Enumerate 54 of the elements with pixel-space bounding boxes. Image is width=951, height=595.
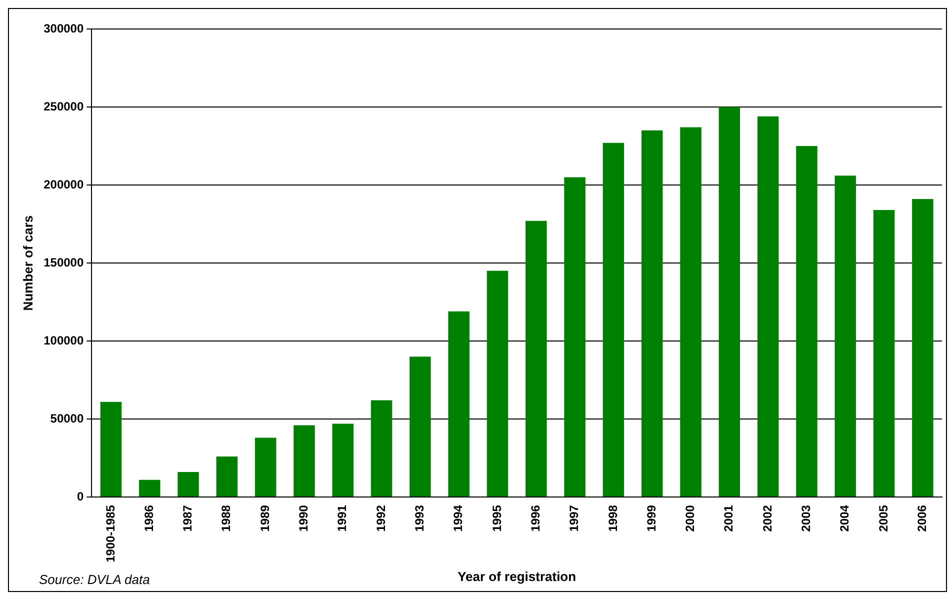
x-tick-label: 2001 xyxy=(722,504,736,532)
bar xyxy=(216,456,238,497)
x-tick-label: 1988 xyxy=(219,504,234,532)
bar xyxy=(332,424,354,497)
bar xyxy=(448,311,470,497)
bar xyxy=(138,480,160,497)
y-tick-label: 250000 xyxy=(44,99,84,114)
x-tick-label: 2002 xyxy=(760,504,774,532)
x-tick-label: 1992 xyxy=(374,504,388,532)
bar xyxy=(526,220,547,497)
y-tick-label: 50000 xyxy=(50,411,84,426)
bar xyxy=(370,400,392,497)
x-tick-label: 1996 xyxy=(528,504,542,532)
bar xyxy=(178,472,199,497)
bar xyxy=(912,199,934,497)
x-tick-label: 1900-1985 xyxy=(103,504,118,562)
x-tick-label: 2006 xyxy=(914,504,929,532)
x-tick-label: 2004 xyxy=(838,504,852,532)
y-tick-label: 100000 xyxy=(44,333,84,348)
y-tick-label: 150000 xyxy=(44,255,84,270)
x-axis-title: Year of registration xyxy=(458,568,576,584)
x-tick-label: 2003 xyxy=(799,504,814,532)
x-tick-label: 1990 xyxy=(296,504,311,532)
x-tick-label: 1997 xyxy=(567,504,582,532)
y-tick-label: 0 xyxy=(76,489,84,504)
x-tick-label: 1994 xyxy=(451,504,466,532)
bar xyxy=(718,107,740,497)
source-note: Source: DVLA data xyxy=(39,572,150,587)
bar xyxy=(641,130,663,497)
x-tick-label: 1995 xyxy=(490,504,504,532)
bar xyxy=(602,142,624,497)
bar xyxy=(294,425,315,497)
x-tick-label: 1987 xyxy=(180,504,195,532)
y-tick-label: 200000 xyxy=(44,177,84,192)
x-tick-label: 1991 xyxy=(335,504,350,532)
x-tick-label: 1993 xyxy=(412,504,427,532)
x-tick-label: 2000 xyxy=(683,504,698,532)
bar xyxy=(680,127,702,497)
bar xyxy=(873,210,895,497)
bar xyxy=(564,177,586,497)
bar xyxy=(410,356,431,497)
y-tick-label: 300000 xyxy=(44,21,84,36)
bar xyxy=(486,270,508,497)
x-tick-label: 2005 xyxy=(876,504,890,532)
bar xyxy=(834,176,856,497)
bar xyxy=(796,146,818,497)
x-tick-label: 1998 xyxy=(606,504,620,532)
y-axis-title: Number of cars xyxy=(20,215,36,311)
bar xyxy=(254,438,276,497)
bar xyxy=(757,116,779,497)
x-tick-label: 1986 xyxy=(142,504,156,532)
x-tick-label: 1989 xyxy=(258,504,272,532)
x-tick-label: 1999 xyxy=(644,504,658,532)
bar xyxy=(100,402,122,497)
